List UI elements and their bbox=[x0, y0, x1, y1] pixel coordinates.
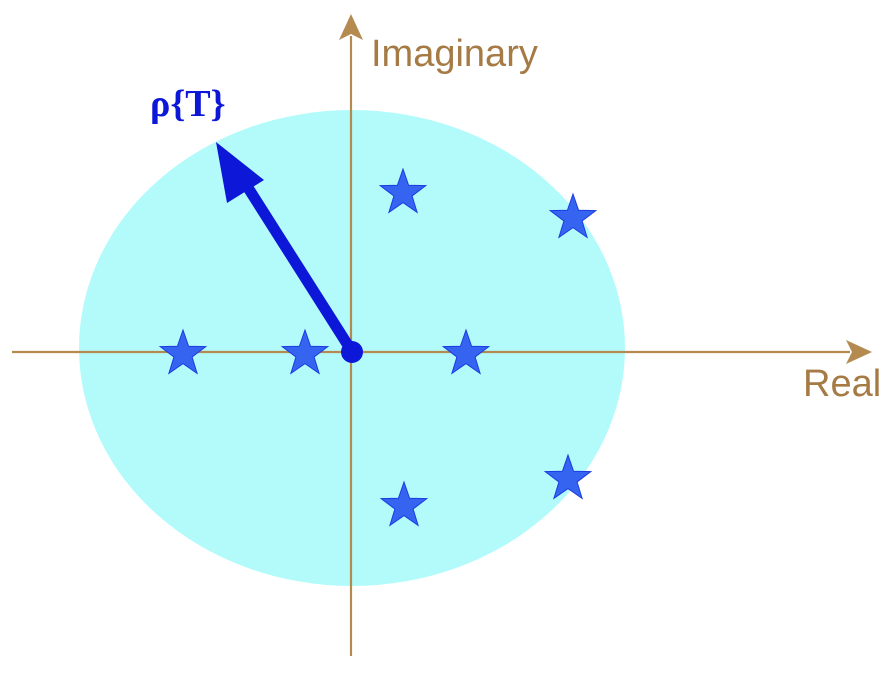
real-axis-label: Real bbox=[803, 363, 881, 405]
origin-dot bbox=[341, 341, 363, 363]
real-axis-arrowhead bbox=[846, 340, 872, 364]
spectral-radius-label: ρ{T} bbox=[150, 83, 226, 125]
imaginary-axis-label: Imaginary bbox=[371, 33, 538, 75]
spectral-radius-arrowhead bbox=[216, 142, 264, 203]
real-axis bbox=[12, 340, 872, 364]
imaginary-axis-arrowhead bbox=[339, 14, 363, 40]
spectral-radius-arrow bbox=[216, 142, 363, 363]
